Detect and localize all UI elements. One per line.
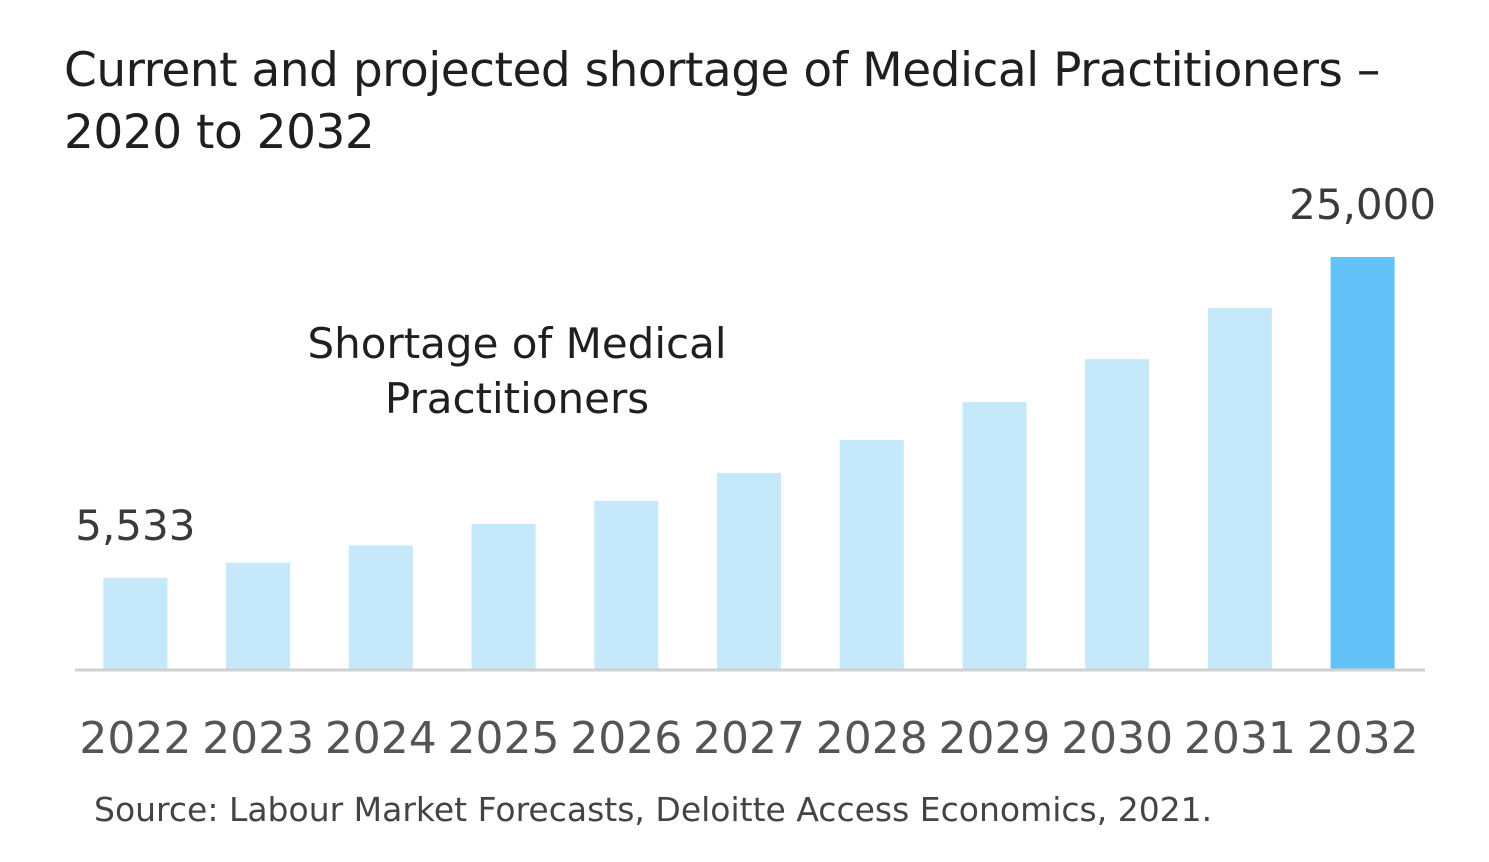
series-label: Shortage of Medical Practitioners bbox=[307, 319, 726, 423]
x-tick-label-2027: 2027 bbox=[693, 713, 805, 764]
bar-2027 bbox=[717, 472, 781, 669]
data-label-2022: 5,533 bbox=[75, 501, 195, 550]
x-tick-label-2028: 2028 bbox=[816, 713, 928, 764]
x-tick-label-2025: 2025 bbox=[448, 713, 560, 764]
bar-2030 bbox=[1085, 359, 1150, 669]
data-labels-group: 5,533 25,000 bbox=[75, 180, 1436, 550]
bar-2029 bbox=[962, 402, 1027, 669]
bar-2026 bbox=[594, 500, 659, 669]
series-label-line: Practitioners bbox=[385, 374, 649, 423]
x-tick-label-2026: 2026 bbox=[570, 713, 682, 764]
bar-2031 bbox=[1207, 308, 1272, 669]
chart-title: Current and projected shortage of Medica… bbox=[64, 43, 1380, 160]
bar-2032 bbox=[1330, 257, 1395, 669]
x-tick-label-2029: 2029 bbox=[938, 713, 1050, 764]
bar-2023 bbox=[226, 562, 291, 669]
x-tick-label-2031: 2031 bbox=[1184, 713, 1296, 764]
x-tick-label-2022: 2022 bbox=[79, 713, 191, 764]
x-tick-label-2032: 2032 bbox=[1307, 713, 1419, 764]
bar-2022 bbox=[103, 577, 168, 669]
x-tick-label-2023: 2023 bbox=[202, 713, 314, 764]
x-tick-label-2030: 2030 bbox=[1061, 713, 1173, 764]
bar-2028 bbox=[839, 439, 904, 669]
x-tick-labels-group: 2022 2023 2024 2025 2026 2027 2028 2029 2030 2031… bbox=[79, 713, 1418, 764]
source-note: Source: Labour Market Forecasts, Deloitt… bbox=[94, 790, 1213, 829]
bar-2025 bbox=[471, 523, 536, 669]
bar-2024 bbox=[348, 545, 413, 669]
x-tick-label-2024: 2024 bbox=[325, 713, 437, 764]
data-label-2032: 25,000 bbox=[1289, 180, 1436, 229]
bars-group bbox=[103, 257, 1395, 669]
series-label-line: Shortage of Medical bbox=[307, 319, 726, 368]
